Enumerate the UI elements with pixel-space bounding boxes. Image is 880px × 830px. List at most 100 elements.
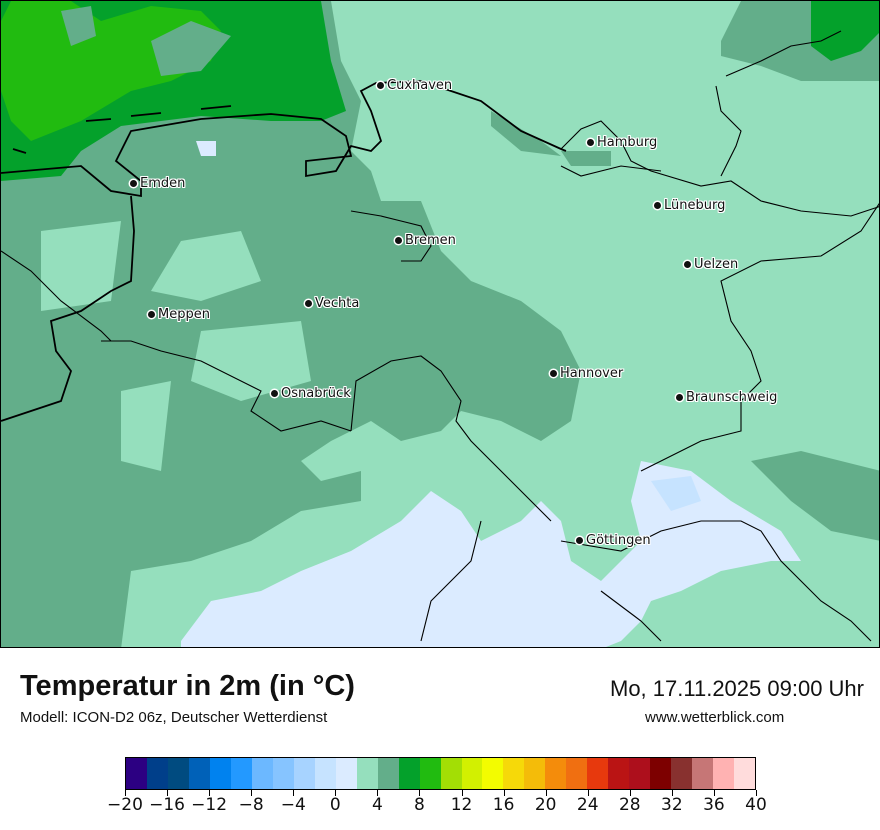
city-dot-icon [684, 261, 691, 268]
field-0-2 [181, 141, 801, 647]
colorbar-segment [629, 758, 651, 789]
city-label: Vechta [315, 296, 360, 311]
colorbar-tick-mark [419, 790, 421, 796]
city-marker-goettingen: Göttingen [576, 533, 651, 548]
colorbar-segment [167, 758, 189, 789]
colorbar-tick-mark [671, 790, 673, 796]
colorbar-tick-mark [587, 790, 589, 796]
field-8-10 [1, 1, 231, 141]
colorbar-tick-label: 0 [329, 795, 341, 815]
colorbar-tick-label: 36 [703, 795, 725, 815]
field-minus2-0 [651, 476, 701, 511]
colorbar-segment [440, 758, 462, 789]
colorbar-segment [146, 758, 168, 789]
colorbar-segment [188, 758, 210, 789]
map-field-svg [1, 1, 879, 647]
city-dot-icon [271, 390, 278, 397]
colorbar-segment [503, 758, 525, 789]
city-marker-osnabrueck: Osnabrück [271, 386, 351, 401]
city-marker-bremen: Bremen [395, 233, 456, 248]
colorbar-tick-label: 8 [414, 795, 425, 815]
city-label: Emden [140, 176, 186, 191]
colorbar-tick-label: 20 [534, 795, 557, 815]
colorbar-segment [314, 758, 336, 789]
city-marker-hamburg: Hamburg [587, 135, 657, 150]
map-title: Temperatur in 2m (in °C) [20, 670, 355, 702]
colorbar-segment [734, 758, 756, 789]
model-source: Modell: ICON-D2 06z, Deutscher Wetterdie… [20, 709, 328, 726]
colorbar-segment [419, 758, 441, 789]
colorbar-tick-label: 40 [745, 795, 767, 815]
city-dot-icon [587, 139, 594, 146]
colorbar-segment [524, 758, 546, 789]
colorbar-segment [126, 758, 147, 789]
colorbar-segment [398, 758, 420, 789]
colorbar-tick-mark [756, 790, 757, 796]
colorbar-segment [335, 758, 357, 789]
colorbar-segment [230, 758, 252, 789]
city-label: Hannover [560, 366, 624, 381]
colorbar-tick-label: 4 [371, 795, 383, 815]
city-dot-icon [395, 237, 402, 244]
city-dot-icon [676, 394, 683, 401]
city-label: Braunschweig [686, 390, 778, 405]
colorbar-tick-mark [629, 790, 631, 796]
city-dot-icon [130, 180, 137, 187]
city-label: Meppen [158, 307, 210, 322]
colorbar-tick-mark [293, 790, 295, 796]
city-marker-braunschweig: Braunschweig [676, 390, 777, 405]
colorbar-tick-mark [503, 790, 505, 796]
colorbar-segment [377, 758, 399, 789]
colorbar-tick-label: −4 [280, 795, 306, 815]
website-link[interactable]: www.wetterblick.com [645, 709, 785, 726]
colorbar-segment [671, 758, 693, 789]
colorbar-tick-mark [335, 790, 337, 796]
city-dot-icon [148, 311, 155, 318]
colorbar-segment [272, 758, 294, 789]
colorbar-segment [545, 758, 567, 789]
colorbar-tick-label: −8 [238, 795, 264, 815]
colorbar-tick-mark [125, 790, 126, 796]
colorbar-segment [608, 758, 630, 789]
city-label: Hamburg [597, 135, 658, 150]
colorbar-segment [461, 758, 483, 789]
colorbar-tick-label: 32 [661, 795, 683, 815]
colorbar-tick-mark [545, 790, 547, 796]
colorbar-segment [251, 758, 273, 789]
city-dot-icon [305, 300, 312, 307]
colorbar-tick-mark [251, 790, 253, 796]
colorbar-segment [356, 758, 378, 789]
city-dot-icon [576, 537, 583, 544]
city-dot-icon [550, 370, 557, 377]
valid-datetime: Mo, 17.11.2025 09:00 Uhr [610, 676, 864, 701]
colorbar-tick-mark [461, 790, 463, 796]
state-borders [1, 30, 879, 642]
colorbar-tick-label: 16 [492, 795, 515, 815]
city-label: Göttingen [586, 533, 651, 548]
colorbar-segment [650, 758, 672, 789]
city-dot-icon [654, 202, 661, 209]
colorbar-tick-label: 24 [576, 795, 599, 815]
colorbar-segment [482, 758, 504, 789]
field-4-6 [1, 1, 879, 647]
colorbar-tick-label: 28 [618, 795, 641, 815]
colorbar-tick-mark [167, 790, 169, 796]
city-label: Bremen [405, 233, 456, 248]
city-label: Osnabrück [281, 386, 351, 401]
coastlines [1, 80, 567, 422]
colorbar-tick-label: 12 [450, 795, 473, 815]
city-marker-hannover: Hannover [550, 366, 623, 381]
colorbar-segment [587, 758, 609, 789]
colorbar-tick-label: −12 [191, 795, 228, 815]
city-label: Uelzen [694, 257, 739, 272]
colorbar-segment [713, 758, 735, 789]
temperature-colorbar [125, 757, 756, 790]
colorbar-segment [692, 758, 714, 789]
colorbar-tick-mark [209, 790, 211, 796]
colorbar-segment [566, 758, 588, 789]
city-marker-emden: Emden [130, 176, 185, 191]
city-label: Lüneburg [664, 198, 726, 213]
city-marker-cuxhaven: Cuxhaven [377, 78, 452, 93]
temperature-map: Cuxhaven Hamburg Emden Lüneburg Bremen U… [0, 0, 880, 648]
city-marker-uelzen: Uelzen [684, 257, 738, 272]
